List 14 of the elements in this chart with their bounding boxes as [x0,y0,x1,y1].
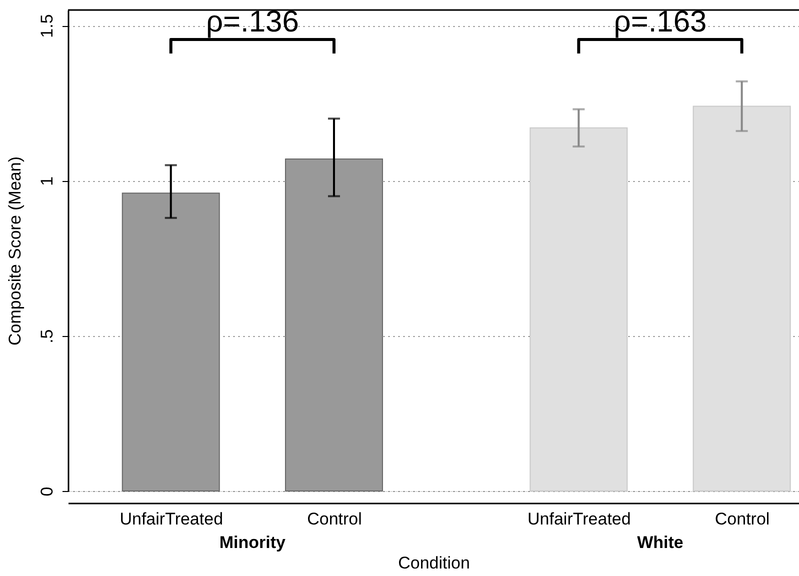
annotation: ρ=.163 [614,5,707,38]
annotation: ρ=.136 [206,5,299,38]
x-tick-label: Control [714,510,770,528]
x-tick-label: UnfairTreated [120,510,224,528]
x-tick-label: UnfairTreated [528,510,631,528]
x-tick-label: Control [307,510,362,528]
x-axis-title: Condition [398,554,470,572]
y-axis-title: Composite Score (Mean) [6,156,24,346]
y-tick-label: .5 [38,329,56,344]
text: Minority [219,533,286,552]
text: White [637,533,684,552]
y-tick-label: 1 [38,176,56,186]
y-tick-label: 1.5 [38,14,56,38]
y-tick-label: 0 [38,486,56,496]
